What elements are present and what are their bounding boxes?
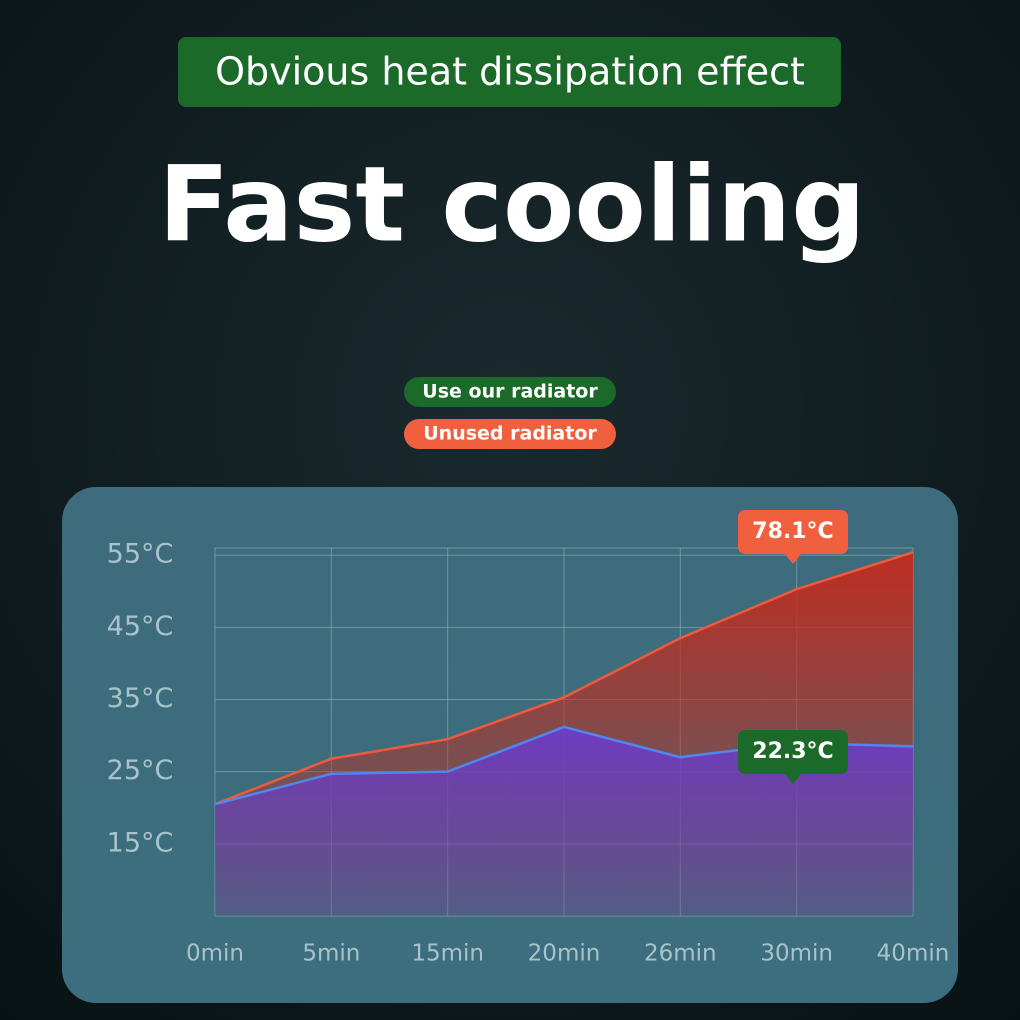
x-tick-label: 15min <box>411 941 484 967</box>
annotation: 22.3°C <box>752 739 833 764</box>
legend-label: Use our radiator <box>422 381 598 403</box>
y-tick-label: 35°C <box>107 683 174 714</box>
legend-label: Unused radiator <box>423 423 597 445</box>
annotation-pointer <box>785 554 801 564</box>
x-tick-label: 30min <box>760 941 833 967</box>
annotation-pointer <box>785 774 801 784</box>
y-tick-label: 15°C <box>107 827 174 858</box>
area <box>215 726 913 916</box>
x-tick-label: 26min <box>644 941 717 967</box>
subtitle-badge <box>178 37 841 107</box>
x-tick-label: 20min <box>528 941 601 967</box>
annotation: 78.1°C <box>752 519 833 544</box>
x-tick-label: 0min <box>186 941 244 967</box>
y-tick-label: 55°C <box>107 539 174 570</box>
legend-badge <box>404 377 616 407</box>
x-tick-label: 40min <box>877 941 950 967</box>
chart-title: Fast cooling <box>158 143 865 265</box>
y-tick-label: 25°C <box>107 755 174 786</box>
line <box>214 551 914 806</box>
x-tick-label: 5min <box>302 941 360 967</box>
legend-badge <box>404 419 616 449</box>
annotation-box <box>738 510 848 554</box>
annotation-box <box>738 730 848 774</box>
y-tick-label: 45°C <box>107 611 174 642</box>
subtitle: Obvious heat dissipation effect <box>215 50 805 94</box>
